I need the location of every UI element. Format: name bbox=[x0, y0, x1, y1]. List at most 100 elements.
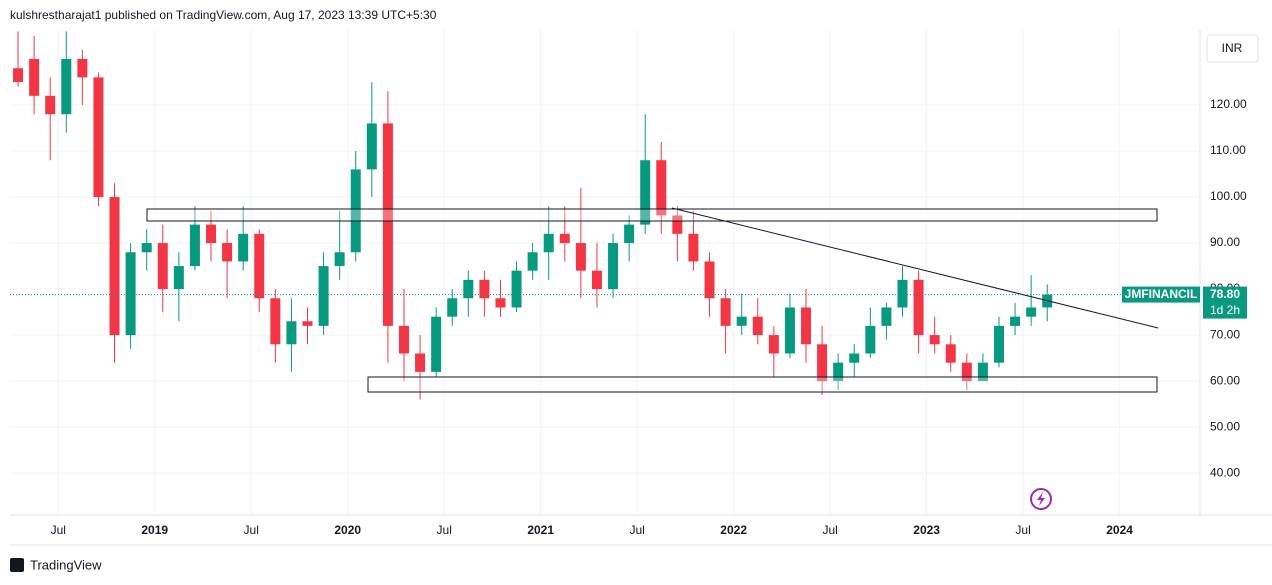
x-tick-label: 2021 bbox=[527, 523, 554, 537]
x-tick-label: Jul bbox=[244, 523, 259, 537]
y-tick-label: 110.00 bbox=[1210, 143, 1246, 157]
x-tick-label: 2024 bbox=[1106, 523, 1133, 537]
candle-body bbox=[238, 233, 249, 262]
x-tick-label: 2020 bbox=[334, 523, 361, 537]
candle-body bbox=[334, 252, 345, 267]
candle-body bbox=[318, 266, 329, 326]
candle-body bbox=[656, 160, 667, 216]
candle-body bbox=[688, 233, 699, 262]
candle-body bbox=[640, 160, 651, 225]
candle-body bbox=[945, 344, 956, 363]
y-tick-label: 50.00 bbox=[1210, 419, 1240, 433]
candle-body bbox=[366, 123, 377, 170]
candle-body bbox=[961, 362, 972, 382]
price-label: 78.80 bbox=[1210, 287, 1240, 301]
candle-body bbox=[254, 233, 265, 299]
candle-body bbox=[431, 316, 442, 372]
candle-body bbox=[784, 307, 795, 354]
trend-line bbox=[671, 207, 1159, 329]
candle-body bbox=[141, 243, 152, 253]
countdown: 1d 2h bbox=[1210, 303, 1240, 317]
x-tick-label: Jul bbox=[822, 523, 837, 537]
candle-body bbox=[881, 307, 892, 326]
logo-mark bbox=[10, 558, 24, 572]
x-tick-label: Jul bbox=[629, 523, 644, 537]
candle-body bbox=[1026, 307, 1037, 317]
candle-body bbox=[849, 353, 860, 363]
candle-body bbox=[29, 58, 40, 96]
candle-body bbox=[736, 316, 747, 326]
candle-body bbox=[865, 325, 876, 354]
symbol-label: JMFINANCIL bbox=[1125, 287, 1198, 301]
candle-body bbox=[109, 197, 120, 336]
plot bbox=[10, 30, 1200, 515]
candle-body bbox=[801, 307, 812, 345]
candle-body bbox=[77, 58, 88, 78]
currency: INR bbox=[1222, 41, 1243, 55]
candle-body bbox=[222, 243, 233, 262]
candle-body bbox=[286, 321, 297, 345]
y-tick-label: 70.00 bbox=[1210, 327, 1240, 341]
candle-body bbox=[672, 215, 683, 234]
header: kulshrestharajat1 published on TradingVi… bbox=[10, 8, 437, 22]
candle-body bbox=[559, 233, 570, 244]
candle-body bbox=[817, 344, 828, 382]
candle-body bbox=[350, 169, 361, 253]
candle-body bbox=[897, 279, 908, 308]
candle-body bbox=[768, 335, 779, 354]
candle-body bbox=[591, 270, 602, 290]
resistance-zone bbox=[146, 208, 1158, 222]
candle-body bbox=[977, 362, 988, 382]
candle-body bbox=[527, 252, 538, 271]
candle-body bbox=[189, 224, 200, 267]
candle-body bbox=[575, 243, 586, 271]
candle-body bbox=[463, 279, 474, 299]
candle-body bbox=[624, 224, 635, 244]
price-tag bbox=[1203, 286, 1247, 319]
candle-body bbox=[511, 270, 522, 308]
footer: TradingView bbox=[30, 557, 102, 572]
candle-body bbox=[13, 68, 24, 82]
candle-body bbox=[398, 325, 409, 354]
x-tick-label: 2023 bbox=[913, 523, 940, 537]
support-zone bbox=[367, 376, 1158, 393]
y-tick-label: 120.00 bbox=[1210, 97, 1247, 111]
x-tick-label: 2019 bbox=[141, 523, 168, 537]
candle-body bbox=[929, 335, 940, 345]
candle-body bbox=[495, 298, 506, 308]
x-tick-label: Jul bbox=[51, 523, 66, 537]
candle-body bbox=[270, 298, 281, 345]
candle-body bbox=[173, 266, 184, 290]
candle-body bbox=[125, 252, 136, 336]
candle-body bbox=[752, 316, 763, 336]
y-tick-label: 90.00 bbox=[1210, 235, 1240, 249]
candle-body bbox=[157, 243, 168, 290]
symbol-tag bbox=[1122, 286, 1200, 303]
candle-body bbox=[1010, 316, 1021, 326]
candle-body bbox=[93, 77, 104, 198]
candle-body bbox=[45, 95, 56, 115]
candle-body bbox=[913, 279, 924, 336]
y-tick-label: 60.00 bbox=[1210, 373, 1240, 387]
candle-body bbox=[993, 325, 1004, 363]
candle-body bbox=[479, 279, 490, 299]
candle-body bbox=[206, 224, 217, 244]
y-tick-label: 100.00 bbox=[1210, 189, 1247, 203]
candle-body bbox=[704, 261, 715, 299]
candle-body bbox=[61, 58, 72, 115]
event-icon-bolt bbox=[1037, 492, 1045, 506]
candle-body bbox=[382, 123, 393, 326]
candle-body bbox=[720, 298, 731, 326]
x-tick-label: Jul bbox=[437, 523, 452, 537]
x-tick-label: Jul bbox=[1015, 523, 1030, 537]
candle-body bbox=[302, 321, 313, 326]
y-tick-label: 40.00 bbox=[1210, 465, 1240, 479]
currency-box[interactable] bbox=[1206, 34, 1259, 63]
candle-body bbox=[543, 233, 554, 253]
candle-body bbox=[608, 243, 619, 290]
candle-body bbox=[833, 362, 844, 382]
candle-body bbox=[415, 353, 426, 372]
x-tick-label: 2022 bbox=[720, 523, 747, 537]
candle-body bbox=[447, 298, 458, 317]
